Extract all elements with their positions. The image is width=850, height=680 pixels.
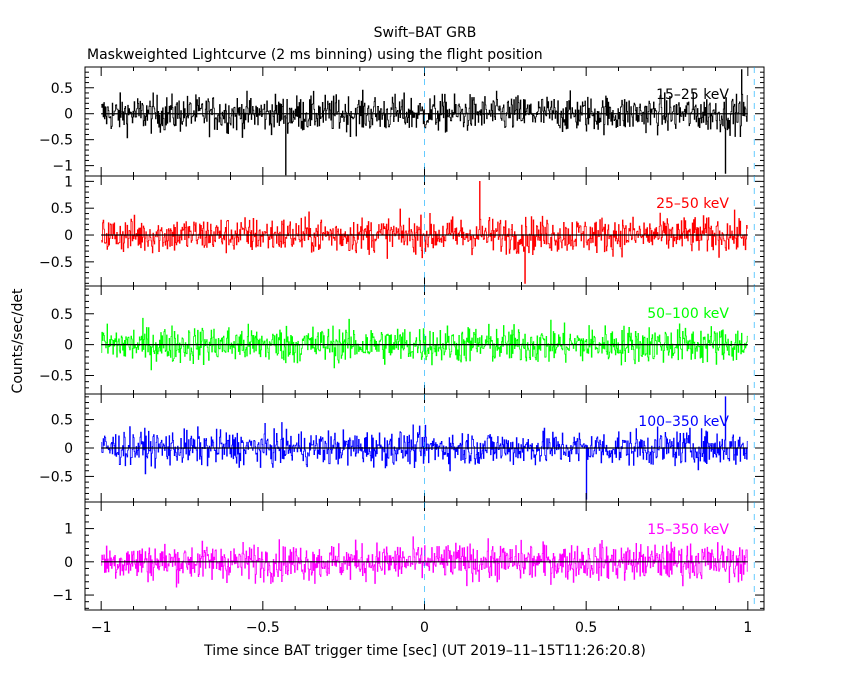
panel-0: 15–25 keV 0.5 0 −0.5 −1 — [39, 66, 765, 177]
y-tick-label: −1 — [52, 588, 73, 604]
y-tick-label: −1 — [52, 159, 73, 175]
y-tick-label: 0 — [64, 228, 73, 244]
x-axis: −1 −0.5 0 0.5 1 — [91, 620, 752, 636]
y-tick-label: −0.5 — [39, 469, 73, 485]
y-tick-label: 0 — [64, 338, 73, 354]
panel-2: 50–100 keV 0.5 0 −0.5 — [39, 285, 765, 395]
x-tick-label: 0 — [420, 620, 429, 636]
y-tick-label: −0.5 — [39, 368, 73, 384]
lightcurve-trace — [101, 181, 748, 284]
y-tick-label: 0 — [64, 441, 73, 457]
x-axis-label: Time since BAT trigger time [sec] (UT 20… — [203, 643, 646, 659]
band-label: 50–100 keV — [647, 306, 729, 322]
lightcurve-trace — [101, 317, 748, 371]
y-tick-label: 1 — [64, 174, 73, 190]
lightcurve-trace — [101, 69, 748, 176]
y-tick-label: 0.5 — [51, 201, 73, 217]
y-tick-label: 0.5 — [51, 307, 73, 323]
y-tick-label: 0.5 — [51, 413, 73, 429]
band-label: 15–350 keV — [647, 522, 729, 538]
panel-1: 25–50 keV 1 0.5 0 −0.5 — [39, 174, 765, 287]
y-tick-label: 0 — [64, 555, 73, 571]
x-tick-label: −0.5 — [246, 620, 280, 636]
panel-3: 100–350 keV 0.5 0 −0.5 — [39, 393, 765, 503]
lightcurve-trace — [101, 536, 748, 588]
band-label: 15–25 keV — [656, 87, 729, 103]
y-tick-label: −0.5 — [39, 255, 73, 271]
chart-subtitle: Maskweighted Lightcurve (2 ms binning) u… — [87, 47, 543, 63]
chart-title: Swift–BAT GRB — [374, 25, 477, 41]
x-tick-label: 0.5 — [575, 620, 597, 636]
y-tick-label: 0 — [64, 107, 73, 123]
y-tick-label: 1 — [64, 522, 73, 538]
y-axis-label: Counts/sec/det — [10, 288, 26, 393]
y-tick-label: −0.5 — [39, 133, 73, 149]
y-tick-label: 0.5 — [51, 81, 73, 97]
band-label: 25–50 keV — [656, 196, 729, 212]
x-tick-label: 1 — [743, 620, 752, 636]
x-tick-label: −1 — [91, 620, 112, 636]
band-label: 100–350 keV — [638, 414, 729, 430]
panel-4: 15–350 keV 1 0 −1 — [52, 501, 765, 611]
